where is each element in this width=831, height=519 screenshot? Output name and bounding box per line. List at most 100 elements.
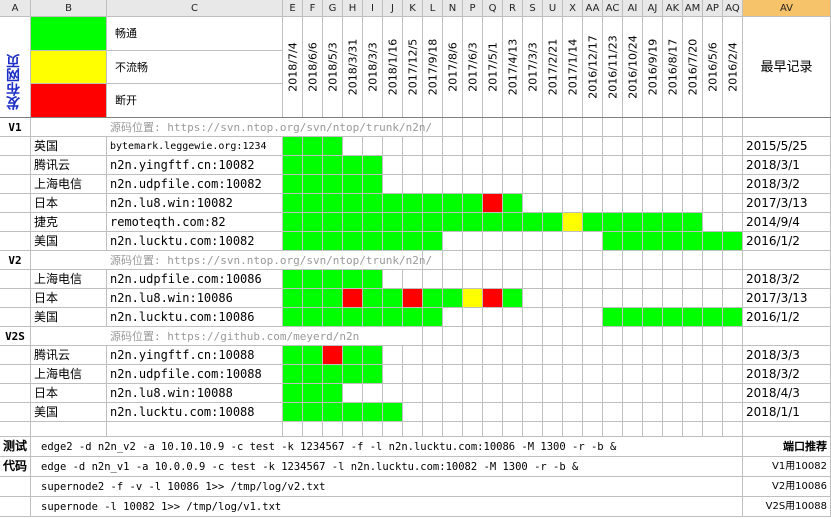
date-header[interactable]: 2017/3/3	[523, 17, 543, 118]
status-cell	[523, 137, 543, 156]
server-address[interactable]: n2n.udpfile.com:10086	[107, 270, 283, 289]
status-cell	[503, 327, 523, 346]
column-header-A[interactable]: A	[0, 0, 31, 17]
status-cell	[683, 194, 703, 213]
column-header-R[interactable]: R	[503, 0, 523, 17]
date-header[interactable]: 2016/8/17	[663, 17, 683, 118]
column-header-AK[interactable]: AK	[663, 0, 683, 17]
status-cell	[683, 156, 703, 175]
status-cell	[483, 175, 503, 194]
column-header-AA[interactable]: AA	[583, 0, 603, 17]
date-header[interactable]: 2016/12/17	[583, 17, 603, 118]
column-header-J[interactable]: J	[383, 0, 403, 17]
date-header[interactable]: 2017/1/14	[563, 17, 583, 118]
status-cell	[323, 232, 343, 251]
status-cell	[363, 403, 383, 422]
column-header-S[interactable]: S	[523, 0, 543, 17]
code-line-cell: supernode2 -f -v -l 10086 1>> /tmp/log/v…	[31, 477, 743, 497]
column-header-AC[interactable]: AC	[603, 0, 623, 17]
date-header[interactable]: 2017/4/13	[503, 17, 523, 118]
server-address[interactable]: bytemark.leggewie.org:1234	[107, 137, 283, 156]
server-address[interactable]: n2n.lucktu.com:10088	[107, 403, 283, 422]
status-cell	[343, 308, 363, 327]
column-header-F[interactable]: F	[303, 0, 323, 17]
column-header-H[interactable]: H	[343, 0, 363, 17]
column-header-AP[interactable]: AP	[703, 0, 723, 17]
status-cell	[543, 346, 563, 365]
column-header-X[interactable]: X	[563, 0, 583, 17]
earliest-record: 2018/3/2	[743, 270, 831, 289]
date-header[interactable]: 2018/1/16	[383, 17, 403, 118]
status-cell	[483, 137, 503, 156]
date-header[interactable]: 2016/10/24	[623, 17, 643, 118]
blank-cell	[743, 422, 831, 437]
server-address[interactable]: n2n.lu8.win:10082	[107, 194, 283, 213]
server-address[interactable]: n2n.lucktu.com:10086	[107, 308, 283, 327]
date-header[interactable]: 2018/3/3	[363, 17, 383, 118]
server-address[interactable]: n2n.udpfile.com:10082	[107, 175, 283, 194]
server-address[interactable]: n2n.yingftf.cn:10088	[107, 346, 283, 365]
status-cell	[383, 232, 403, 251]
column-header-B[interactable]: B	[31, 0, 107, 17]
status-cell	[623, 365, 643, 384]
date-header[interactable]: 2016/2/4	[723, 17, 743, 118]
server-address[interactable]: n2n.lu8.win:10086	[107, 289, 283, 308]
column-header-I[interactable]: I	[363, 0, 383, 17]
status-cell	[383, 308, 403, 327]
column-header-Q[interactable]: Q	[483, 0, 503, 17]
status-cell	[583, 403, 603, 422]
port-recommend: V2用10086	[743, 477, 831, 497]
status-cell	[423, 137, 443, 156]
date-header[interactable]: 2016/9/19	[643, 17, 663, 118]
status-cell	[283, 308, 303, 327]
date-header[interactable]: 2018/6/6	[303, 17, 323, 118]
blank-cell	[363, 422, 383, 437]
status-cell	[523, 365, 543, 384]
date-header[interactable]: 2016/5/6	[703, 17, 723, 118]
date-label: 2016/7/20	[686, 38, 699, 96]
date-header[interactable]: 2017/12/5	[403, 17, 423, 118]
date-header[interactable]: 2016/11/23	[603, 17, 623, 118]
server-address[interactable]: n2n.lucktu.com:10082	[107, 232, 283, 251]
date-header[interactable]: 2017/6/3	[463, 17, 483, 118]
status-cell	[423, 346, 443, 365]
column-header-G[interactable]: G	[323, 0, 343, 17]
column-header-AJ[interactable]: AJ	[643, 0, 663, 17]
status-cell	[483, 270, 503, 289]
status-cell	[443, 308, 463, 327]
column-header-C[interactable]: C	[107, 0, 283, 17]
status-cell	[723, 346, 743, 365]
date-header[interactable]: 2016/7/20	[683, 17, 703, 118]
section-version: V2	[0, 251, 31, 270]
server-address[interactable]: n2n.udpfile.com:10088	[107, 365, 283, 384]
date-header[interactable]: 2018/5/3	[323, 17, 343, 118]
column-header-E[interactable]: E	[283, 0, 303, 17]
column-header-U[interactable]: U	[543, 0, 563, 17]
status-cell	[483, 403, 503, 422]
date-header[interactable]: 2017/8/6	[443, 17, 463, 118]
column-header-N[interactable]: N	[443, 0, 463, 17]
column-header-AV[interactable]: AV	[743, 0, 831, 17]
server-address[interactable]: remoteqth.com:82	[107, 213, 283, 232]
date-header[interactable]: 2017/2/21	[543, 17, 563, 118]
column-header-AM[interactable]: AM	[683, 0, 703, 17]
server-address[interactable]: n2n.yingftf.cn:10082	[107, 156, 283, 175]
column-header-L[interactable]: L	[423, 0, 443, 17]
status-cell	[683, 308, 703, 327]
column-header-AQ[interactable]: AQ	[723, 0, 743, 17]
section-source: 源码位置: https://svn.ntop.org/svn/ntop/trun…	[107, 118, 432, 137]
status-cell	[623, 384, 643, 403]
date-header[interactable]: 2017/5/1	[483, 17, 503, 118]
status-cell	[563, 270, 583, 289]
server-address[interactable]: n2n.lu8.win:10088	[107, 384, 283, 403]
date-header[interactable]: 2018/7/4	[283, 17, 303, 118]
status-cell	[563, 137, 583, 156]
date-header[interactable]: 2018/3/31	[343, 17, 363, 118]
date-header[interactable]: 2017/9/18	[423, 17, 443, 118]
column-header-AI[interactable]: AI	[623, 0, 643, 17]
status-cell	[603, 365, 623, 384]
blank-cell	[723, 422, 743, 437]
column-header-K[interactable]: K	[403, 0, 423, 17]
column-header-P[interactable]: P	[463, 0, 483, 17]
status-cell	[563, 156, 583, 175]
